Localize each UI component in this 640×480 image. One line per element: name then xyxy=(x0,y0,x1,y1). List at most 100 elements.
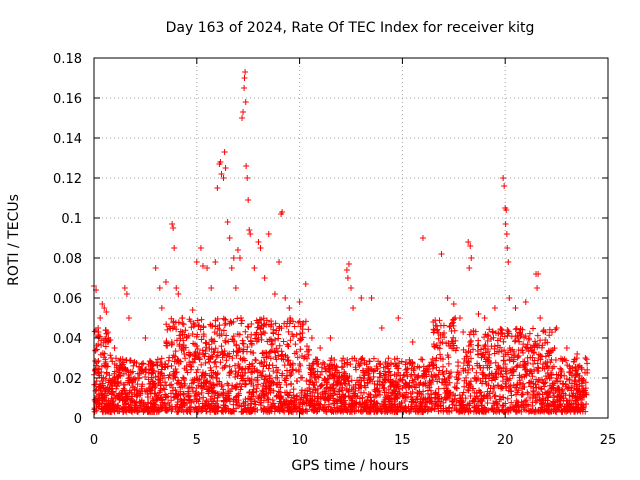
data-point xyxy=(103,363,110,370)
data-point xyxy=(352,399,359,406)
data-point xyxy=(212,259,219,265)
data-point xyxy=(298,390,305,397)
data-point xyxy=(553,371,560,378)
data-point xyxy=(333,363,340,370)
data-point xyxy=(497,371,504,378)
data-point xyxy=(230,338,237,345)
data-point xyxy=(501,333,508,340)
data-point xyxy=(526,408,533,415)
data-point xyxy=(180,345,187,352)
data-point xyxy=(307,392,314,399)
data-point xyxy=(540,399,547,406)
data-point xyxy=(173,285,180,291)
data-point xyxy=(544,339,551,346)
data-point xyxy=(177,335,184,342)
data-point xyxy=(471,403,478,410)
data-point xyxy=(484,338,491,345)
data-point xyxy=(347,402,354,409)
data-point xyxy=(126,380,133,387)
data-point xyxy=(483,393,490,400)
data-point xyxy=(113,374,120,381)
data-point xyxy=(523,344,530,351)
data-point xyxy=(222,362,229,369)
data-point xyxy=(321,361,328,368)
data-point xyxy=(205,390,212,397)
data-point xyxy=(327,373,334,380)
data-point xyxy=(450,334,457,341)
data-point xyxy=(419,356,426,363)
data-point xyxy=(477,398,484,405)
data-point xyxy=(569,365,576,372)
data-point xyxy=(522,299,529,305)
data-point xyxy=(172,386,179,393)
data-point xyxy=(465,384,472,391)
data-point xyxy=(383,389,390,396)
data-point xyxy=(110,406,117,413)
data-point xyxy=(376,373,383,380)
data-point xyxy=(109,388,116,395)
data-point xyxy=(303,343,310,350)
data-point xyxy=(542,353,549,360)
data-point xyxy=(192,341,199,348)
data-point xyxy=(472,408,479,415)
data-point xyxy=(503,231,510,237)
data-point xyxy=(434,398,441,405)
data-point xyxy=(177,391,184,398)
data-point xyxy=(175,377,182,384)
data-point xyxy=(209,400,216,407)
data-point xyxy=(399,376,406,383)
data-point xyxy=(170,371,177,378)
data-point xyxy=(466,362,473,369)
data-point xyxy=(195,382,202,389)
data-point xyxy=(224,219,231,225)
x-tick-label: 10 xyxy=(291,433,308,448)
data-point xyxy=(446,370,453,377)
data-point xyxy=(99,377,106,384)
data-point xyxy=(520,349,527,356)
data-point xyxy=(507,404,514,411)
data-point xyxy=(142,373,149,380)
data-point xyxy=(266,361,273,368)
data-point xyxy=(208,367,215,374)
data-point xyxy=(180,402,187,409)
data-point xyxy=(221,348,228,355)
data-point xyxy=(277,384,284,391)
data-point xyxy=(439,331,446,338)
data-point xyxy=(181,380,188,387)
data-point xyxy=(446,373,453,380)
data-point xyxy=(544,389,551,396)
data-point xyxy=(447,323,454,330)
data-point xyxy=(125,315,132,321)
data-point xyxy=(247,400,254,407)
data-point xyxy=(282,352,289,359)
data-point xyxy=(440,405,447,412)
data-point xyxy=(391,371,398,378)
data-point xyxy=(162,406,169,413)
data-point xyxy=(91,328,98,335)
data-point xyxy=(389,408,396,415)
data-point xyxy=(533,408,540,415)
data-point xyxy=(193,333,200,340)
data-point xyxy=(173,403,180,410)
data-point xyxy=(449,401,456,408)
data-point xyxy=(246,227,253,233)
data-point xyxy=(445,360,452,367)
data-point xyxy=(250,382,257,389)
data-point xyxy=(481,334,488,341)
data-point xyxy=(176,332,183,339)
data-point xyxy=(265,396,272,403)
data-point xyxy=(296,337,303,344)
data-point xyxy=(214,330,221,337)
data-point xyxy=(245,324,252,331)
data-point xyxy=(474,351,481,358)
data-point xyxy=(229,355,236,362)
data-point xyxy=(321,377,328,384)
data-point xyxy=(566,368,573,375)
data-point xyxy=(168,381,175,388)
data-point xyxy=(329,384,336,391)
data-point xyxy=(545,408,552,415)
data-point xyxy=(358,356,365,363)
data-point xyxy=(113,404,120,411)
data-point xyxy=(575,363,582,370)
data-point xyxy=(171,394,178,401)
